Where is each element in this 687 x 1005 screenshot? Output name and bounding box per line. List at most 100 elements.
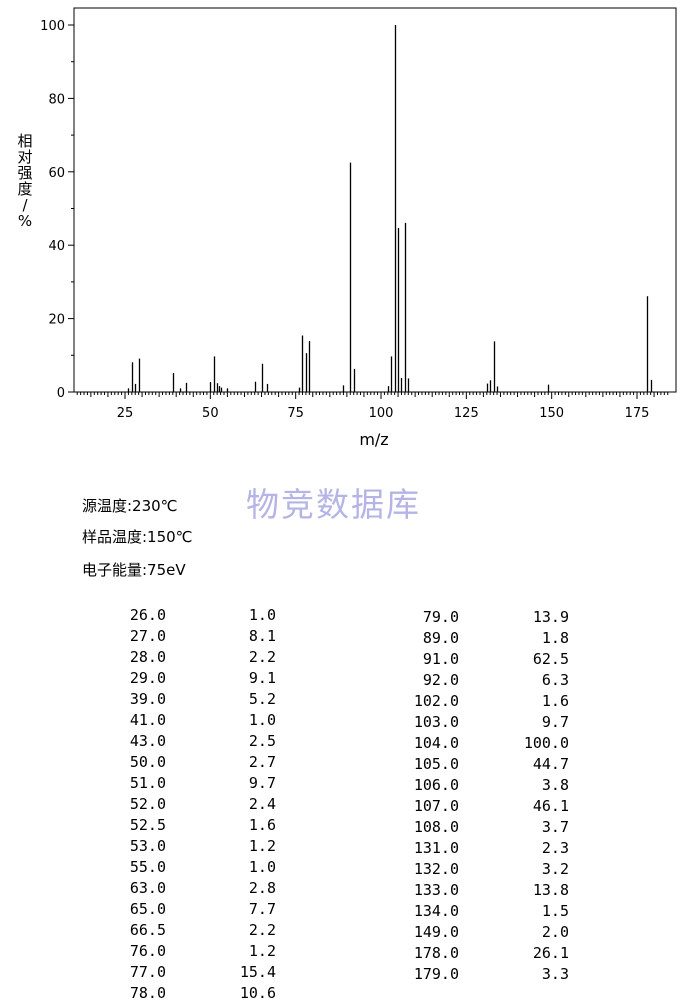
x-tick-label: 175: [625, 406, 650, 421]
peak-intensity-value: 2.3: [541, 839, 569, 857]
peak-intensity-value: 1.0: [248, 858, 276, 876]
peak-mz-value: 107.0: [413, 797, 459, 815]
source-temperature: 源温度:230℃: [82, 497, 178, 515]
peak-intensity-value: 44.7: [532, 755, 569, 773]
peak-mz-value: 108.0: [413, 818, 459, 836]
peak-mz-value: 29.0: [129, 669, 166, 687]
peak-intensity-value: 10.6: [239, 984, 276, 1002]
mass-spectrum-chart: 0 20 40 60 80 100 25 50 75 100 125 150 175 m/z 相对强度…: [17, 7, 677, 449]
peak-mz-value: 134.0: [413, 902, 459, 920]
peak-mz-value: 106.0: [413, 776, 459, 794]
peak-intensity-value: 5.2: [248, 690, 276, 708]
peak-intensity-value: 9.1: [248, 669, 276, 687]
peak-intensity-value: 9.7: [541, 713, 569, 731]
peak-mz-value: 132.0: [413, 860, 459, 878]
x-axis-label: m/z: [359, 430, 388, 449]
x-axis-ticks: 25 50 75 100 125 150 175: [76, 392, 669, 421]
peak-mz-value: 28.0: [129, 648, 166, 666]
peak-intensity-value: 3.8: [541, 776, 569, 794]
peak-intensity-value: 62.5: [532, 650, 569, 668]
watermark: 物竞数据库: [246, 485, 421, 524]
peak-mz-value: 55.0: [129, 858, 166, 876]
peak-intensity-value: 3.7: [541, 818, 569, 836]
peak-mz-value: 179.0: [413, 965, 459, 983]
y-axis-ticks: 0 20 40 60 80 100: [40, 19, 74, 401]
x-tick-label: 50: [202, 406, 219, 421]
peak-mz-value: 66.5: [129, 921, 166, 939]
peak-mz-value: 133.0: [413, 881, 459, 899]
x-tick-label: 75: [287, 406, 304, 421]
peak-intensity-value: 2.7: [248, 753, 276, 771]
peak-intensity-value: 13.9: [532, 608, 569, 626]
peak-mz-value: 52.5: [129, 816, 166, 834]
peak-intensity-value: 2.5: [248, 732, 276, 750]
peak-intensity-value: 6.3: [541, 671, 569, 689]
peak-intensity-value: 13.8: [532, 881, 569, 899]
peak-intensity-value: 2.2: [248, 648, 276, 666]
x-tick-label: 125: [454, 406, 479, 421]
peak-intensity-value: 1.0: [248, 606, 276, 624]
sample-temperature: 样品温度:150℃: [82, 528, 193, 546]
peak-mz-value: 178.0: [413, 944, 459, 962]
peak-intensity-value: 3.2: [541, 860, 569, 878]
y-axis-label-char: %: [18, 212, 32, 230]
peak-mz-value: 52.0: [129, 795, 166, 813]
y-tick-label: 0: [57, 386, 65, 401]
peak-mz-value: 39.0: [129, 690, 166, 708]
y-tick-label: 20: [48, 313, 65, 328]
y-axis-label-char: 度: [17, 180, 32, 198]
peak-mz-value: 51.0: [129, 774, 166, 792]
peak-mz-value: 105.0: [413, 755, 459, 773]
peak-intensity-value: 1.6: [248, 816, 276, 834]
y-axis-label-char: 相: [17, 132, 32, 150]
y-axis-label-char: 强: [17, 164, 32, 182]
peak-mz-value: 65.0: [129, 900, 166, 918]
electron-energy: 电子能量:75eV: [82, 561, 186, 579]
peak-mz-value: 41.0: [129, 711, 166, 729]
peak-mz-value: 50.0: [129, 753, 166, 771]
y-tick-label: 40: [48, 239, 65, 254]
peak-mz-value: 131.0: [413, 839, 459, 857]
y-axis-label-char: /: [22, 196, 28, 214]
peak-intensity-value: 26.1: [532, 944, 569, 962]
x-tick-label: 25: [117, 406, 134, 421]
peak-mz-value: 43.0: [129, 732, 166, 750]
peak-intensity-value: 1.0: [248, 711, 276, 729]
peak-mz-value: 89.0: [422, 629, 459, 647]
peak-mz-value: 27.0: [129, 627, 166, 645]
peak-intensity-value: 1.5: [541, 902, 569, 920]
x-tick-label: 100: [369, 406, 394, 421]
peak-mz-value: 104.0: [413, 734, 459, 752]
peak-mz-value: 53.0: [129, 837, 166, 855]
peak-intensity-value: 2.4: [248, 795, 276, 813]
peak-mz-value: 91.0: [422, 650, 459, 668]
y-tick-label: 60: [48, 166, 65, 181]
peak-intensity-value: 1.2: [248, 837, 276, 855]
peak-intensity-value: 7.7: [248, 900, 276, 918]
peak-intensity-value: 15.4: [239, 963, 276, 981]
peak-intensity-value: 1.6: [541, 692, 569, 710]
peak-mz-value: 77.0: [129, 963, 166, 981]
peak-intensity-value: 1.2: [248, 942, 276, 960]
y-tick-label: 80: [48, 92, 65, 107]
y-tick-label: 100: [40, 19, 65, 34]
peak-mz-value: 76.0: [129, 942, 166, 960]
peak-intensity-value: 2.0: [541, 923, 569, 941]
peak-intensity-value: 2.8: [248, 879, 276, 897]
x-tick-label: 150: [539, 406, 564, 421]
peak-intensity-value: 9.7: [248, 774, 276, 792]
peak-intensity-value: 2.2: [248, 921, 276, 939]
peak-mz-value: 102.0: [413, 692, 459, 710]
peak-intensity-value: 100.0: [523, 734, 569, 752]
peak-bars: [127, 25, 653, 392]
peak-mz-value: 79.0: [422, 608, 459, 626]
peak-mz-value: 26.0: [129, 606, 166, 624]
peak-intensity-value: 3.3: [541, 965, 569, 983]
peak-mz-value: 149.0: [413, 923, 459, 941]
peak-mz-value: 103.0: [413, 713, 459, 731]
peak-intensity-value: 1.8: [541, 629, 569, 647]
y-axis-label-char: 对: [17, 148, 32, 166]
peak-intensity-value: 8.1: [248, 627, 276, 645]
peak-mz-value: 63.0: [129, 879, 166, 897]
